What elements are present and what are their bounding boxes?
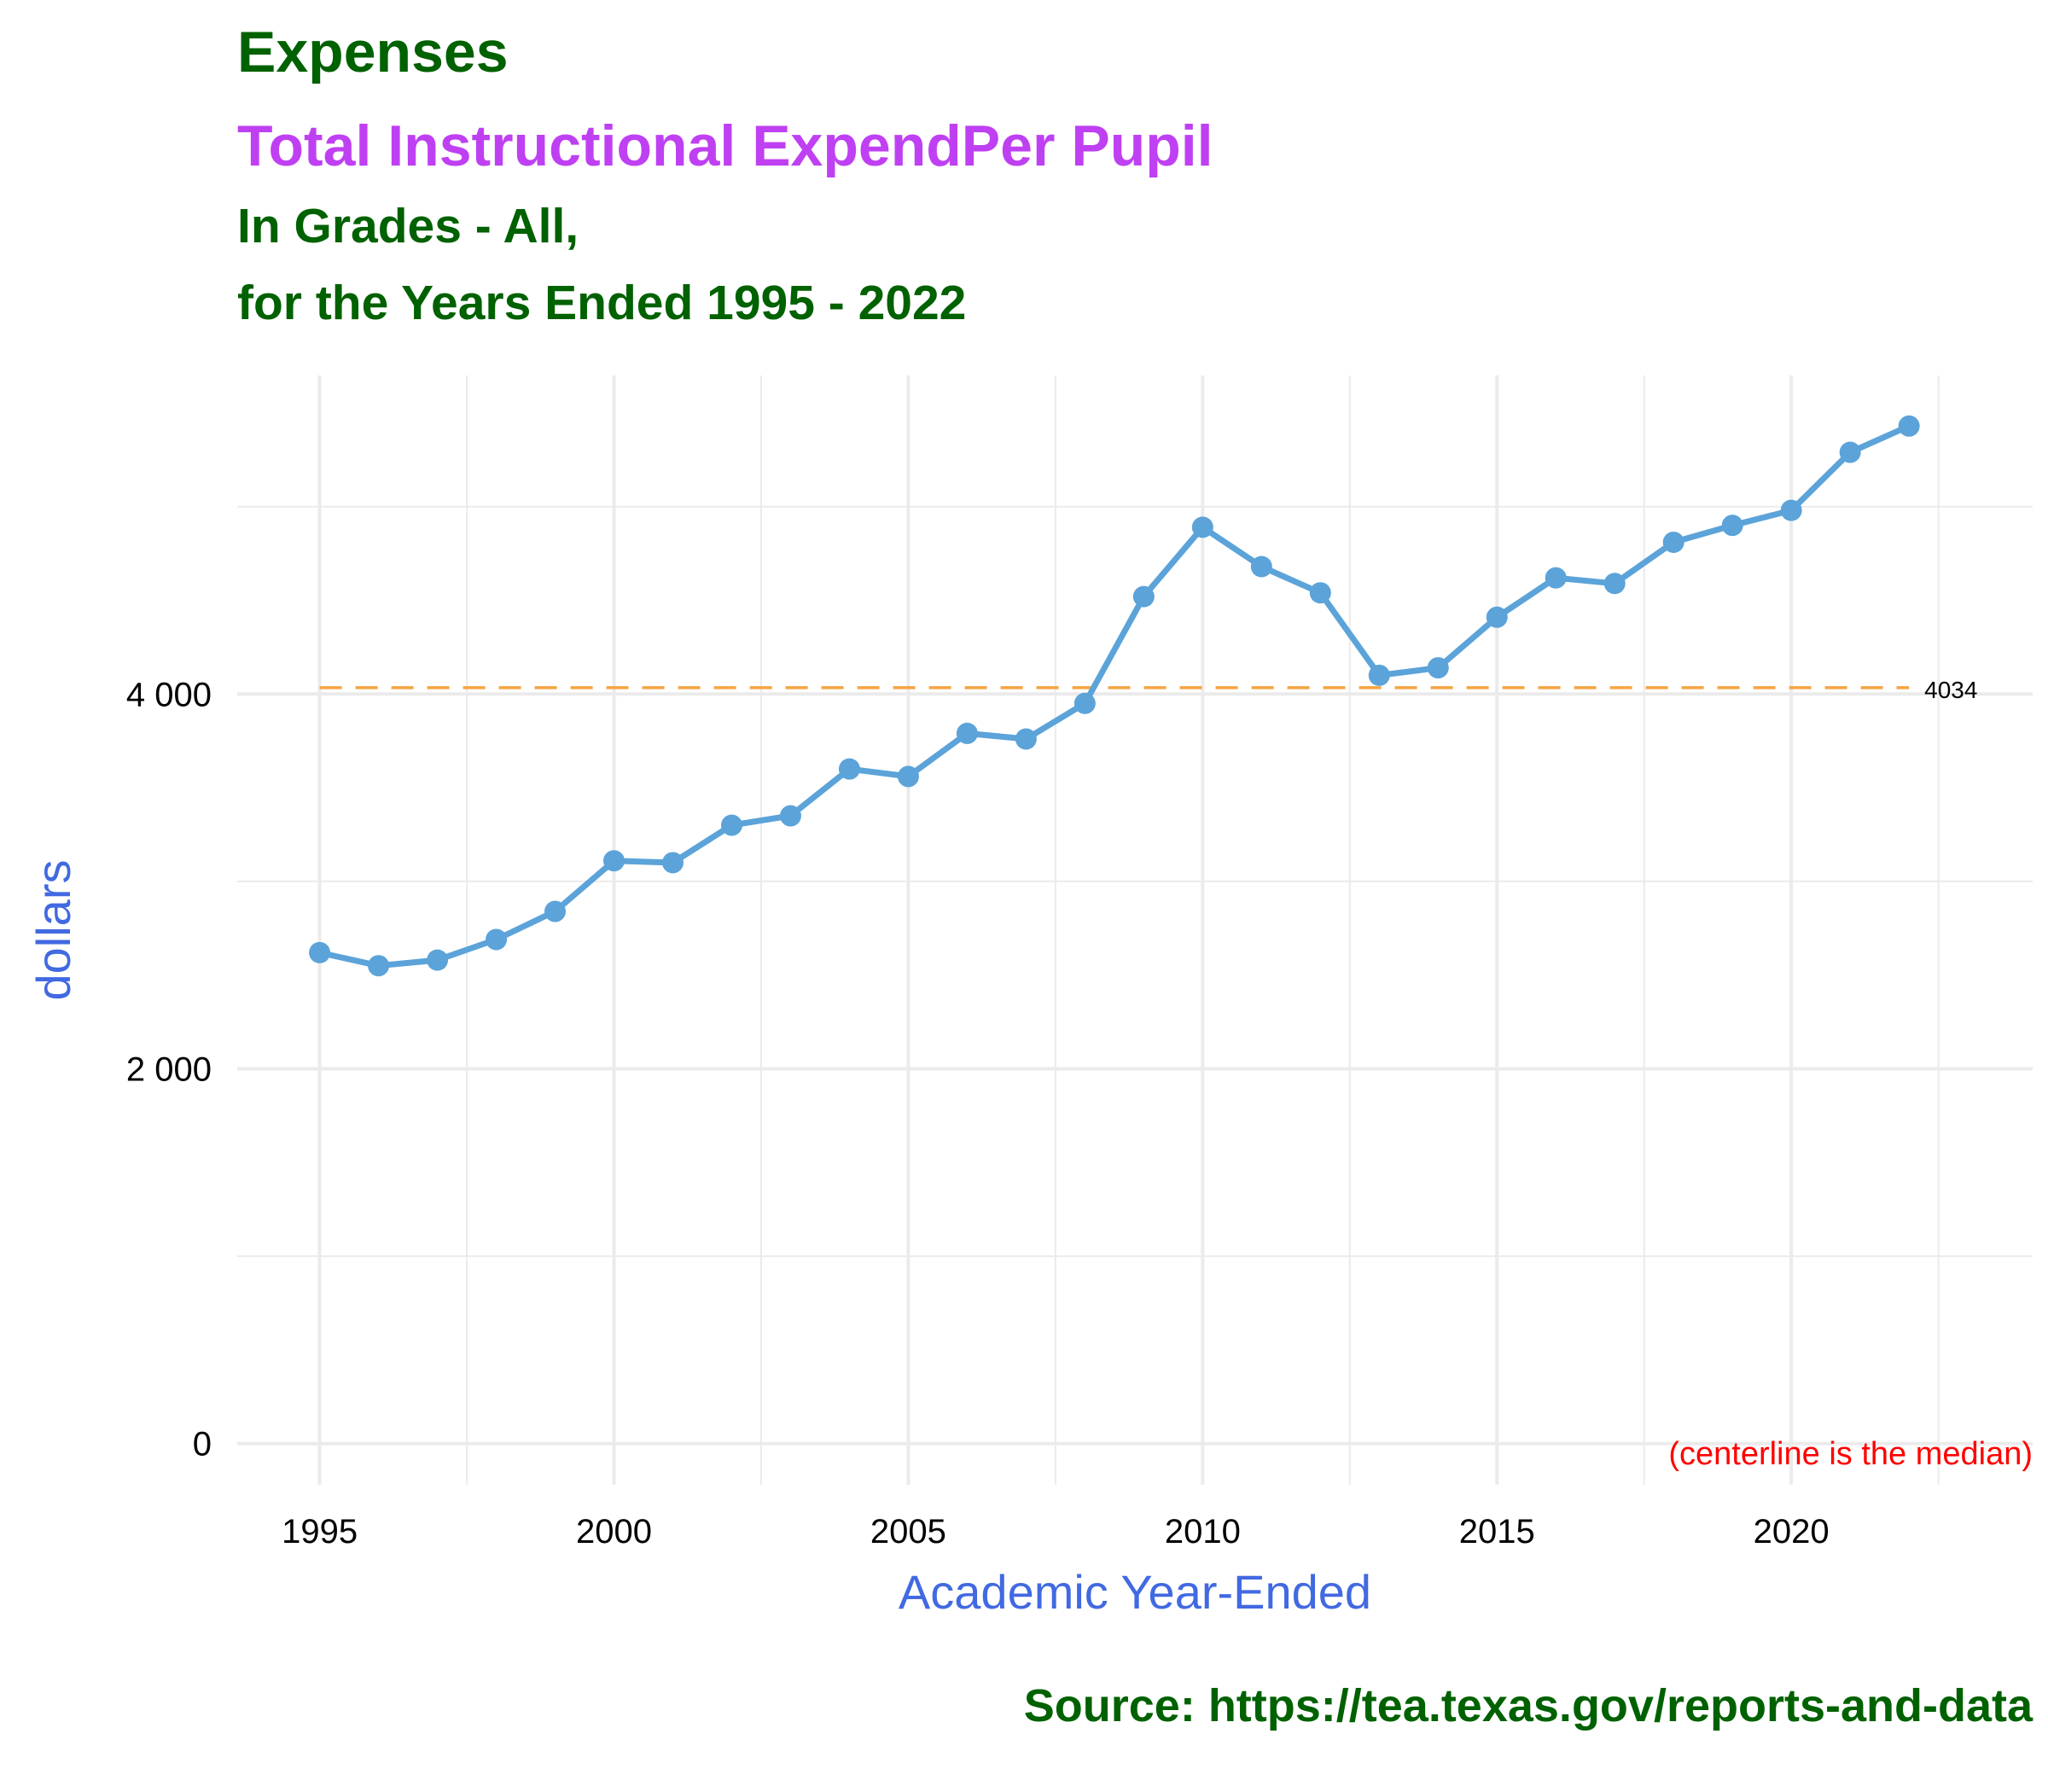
source-caption: Source: https://tea.texas.gov/reports-an… <box>1023 1680 2033 1731</box>
data-point <box>1309 582 1331 604</box>
y-tick-label: 0 <box>193 1426 212 1463</box>
data-point <box>1368 664 1390 686</box>
x-tick-label: 2020 <box>1754 1513 1830 1551</box>
data-point <box>602 850 625 872</box>
median-layer: 4034 <box>319 677 1977 703</box>
data-point <box>1662 531 1684 553</box>
chart-subtitle-years: for the Years Ended 1995 - 2022 <box>237 276 967 330</box>
data-point <box>486 928 508 951</box>
x-tick-label: 2005 <box>870 1513 946 1551</box>
x-tick-label: 1995 <box>282 1513 358 1551</box>
x-tick-label: 2010 <box>1165 1513 1241 1551</box>
series-line <box>317 422 1912 969</box>
data-point <box>1427 657 1449 679</box>
data-point <box>1839 441 1861 463</box>
x-axis-title: Academic Year-Ended <box>899 1565 1371 1619</box>
data-point <box>838 758 860 780</box>
data-point <box>1603 573 1626 595</box>
axis-labels: 0 2 000 4 000 1995 2000 2005 2010 2015 2020 Acade… <box>26 676 2033 1619</box>
data-point <box>897 765 919 788</box>
grid <box>237 375 2033 1485</box>
median-note: (centerline is the median) <box>1668 1436 2033 1472</box>
data-point <box>368 955 390 977</box>
data-point <box>661 852 684 874</box>
chart-subtitle-grades: In Grades - All, <box>237 199 579 253</box>
data-point <box>1780 499 1802 521</box>
median-label: 4034 <box>1924 677 1977 703</box>
x-tick-label: 2000 <box>576 1513 652 1551</box>
data-point <box>1073 692 1096 714</box>
y-axis-title: dollars <box>26 860 80 1001</box>
data-point <box>1191 516 1213 538</box>
data-point <box>956 722 978 744</box>
data-point <box>779 805 801 827</box>
data-point <box>1545 567 1567 589</box>
data-point <box>1486 606 1508 628</box>
series-layer <box>309 415 1920 977</box>
data-point <box>1132 585 1155 608</box>
data-point <box>544 900 567 922</box>
y-tick-label: 2 000 <box>126 1051 212 1089</box>
data-point <box>427 949 449 971</box>
data-point <box>1250 556 1272 578</box>
data-point <box>309 941 331 963</box>
x-tick-label: 2015 <box>1459 1513 1535 1551</box>
data-point <box>1898 415 1920 437</box>
data-point <box>720 814 742 836</box>
chart-title: Expenses <box>237 20 509 84</box>
chart-metric-title: Total Instructional ExpendPer Pupil <box>237 113 1213 178</box>
y-tick-label: 4 000 <box>126 676 212 713</box>
data-point <box>1015 728 1037 750</box>
data-point <box>1721 515 1743 537</box>
